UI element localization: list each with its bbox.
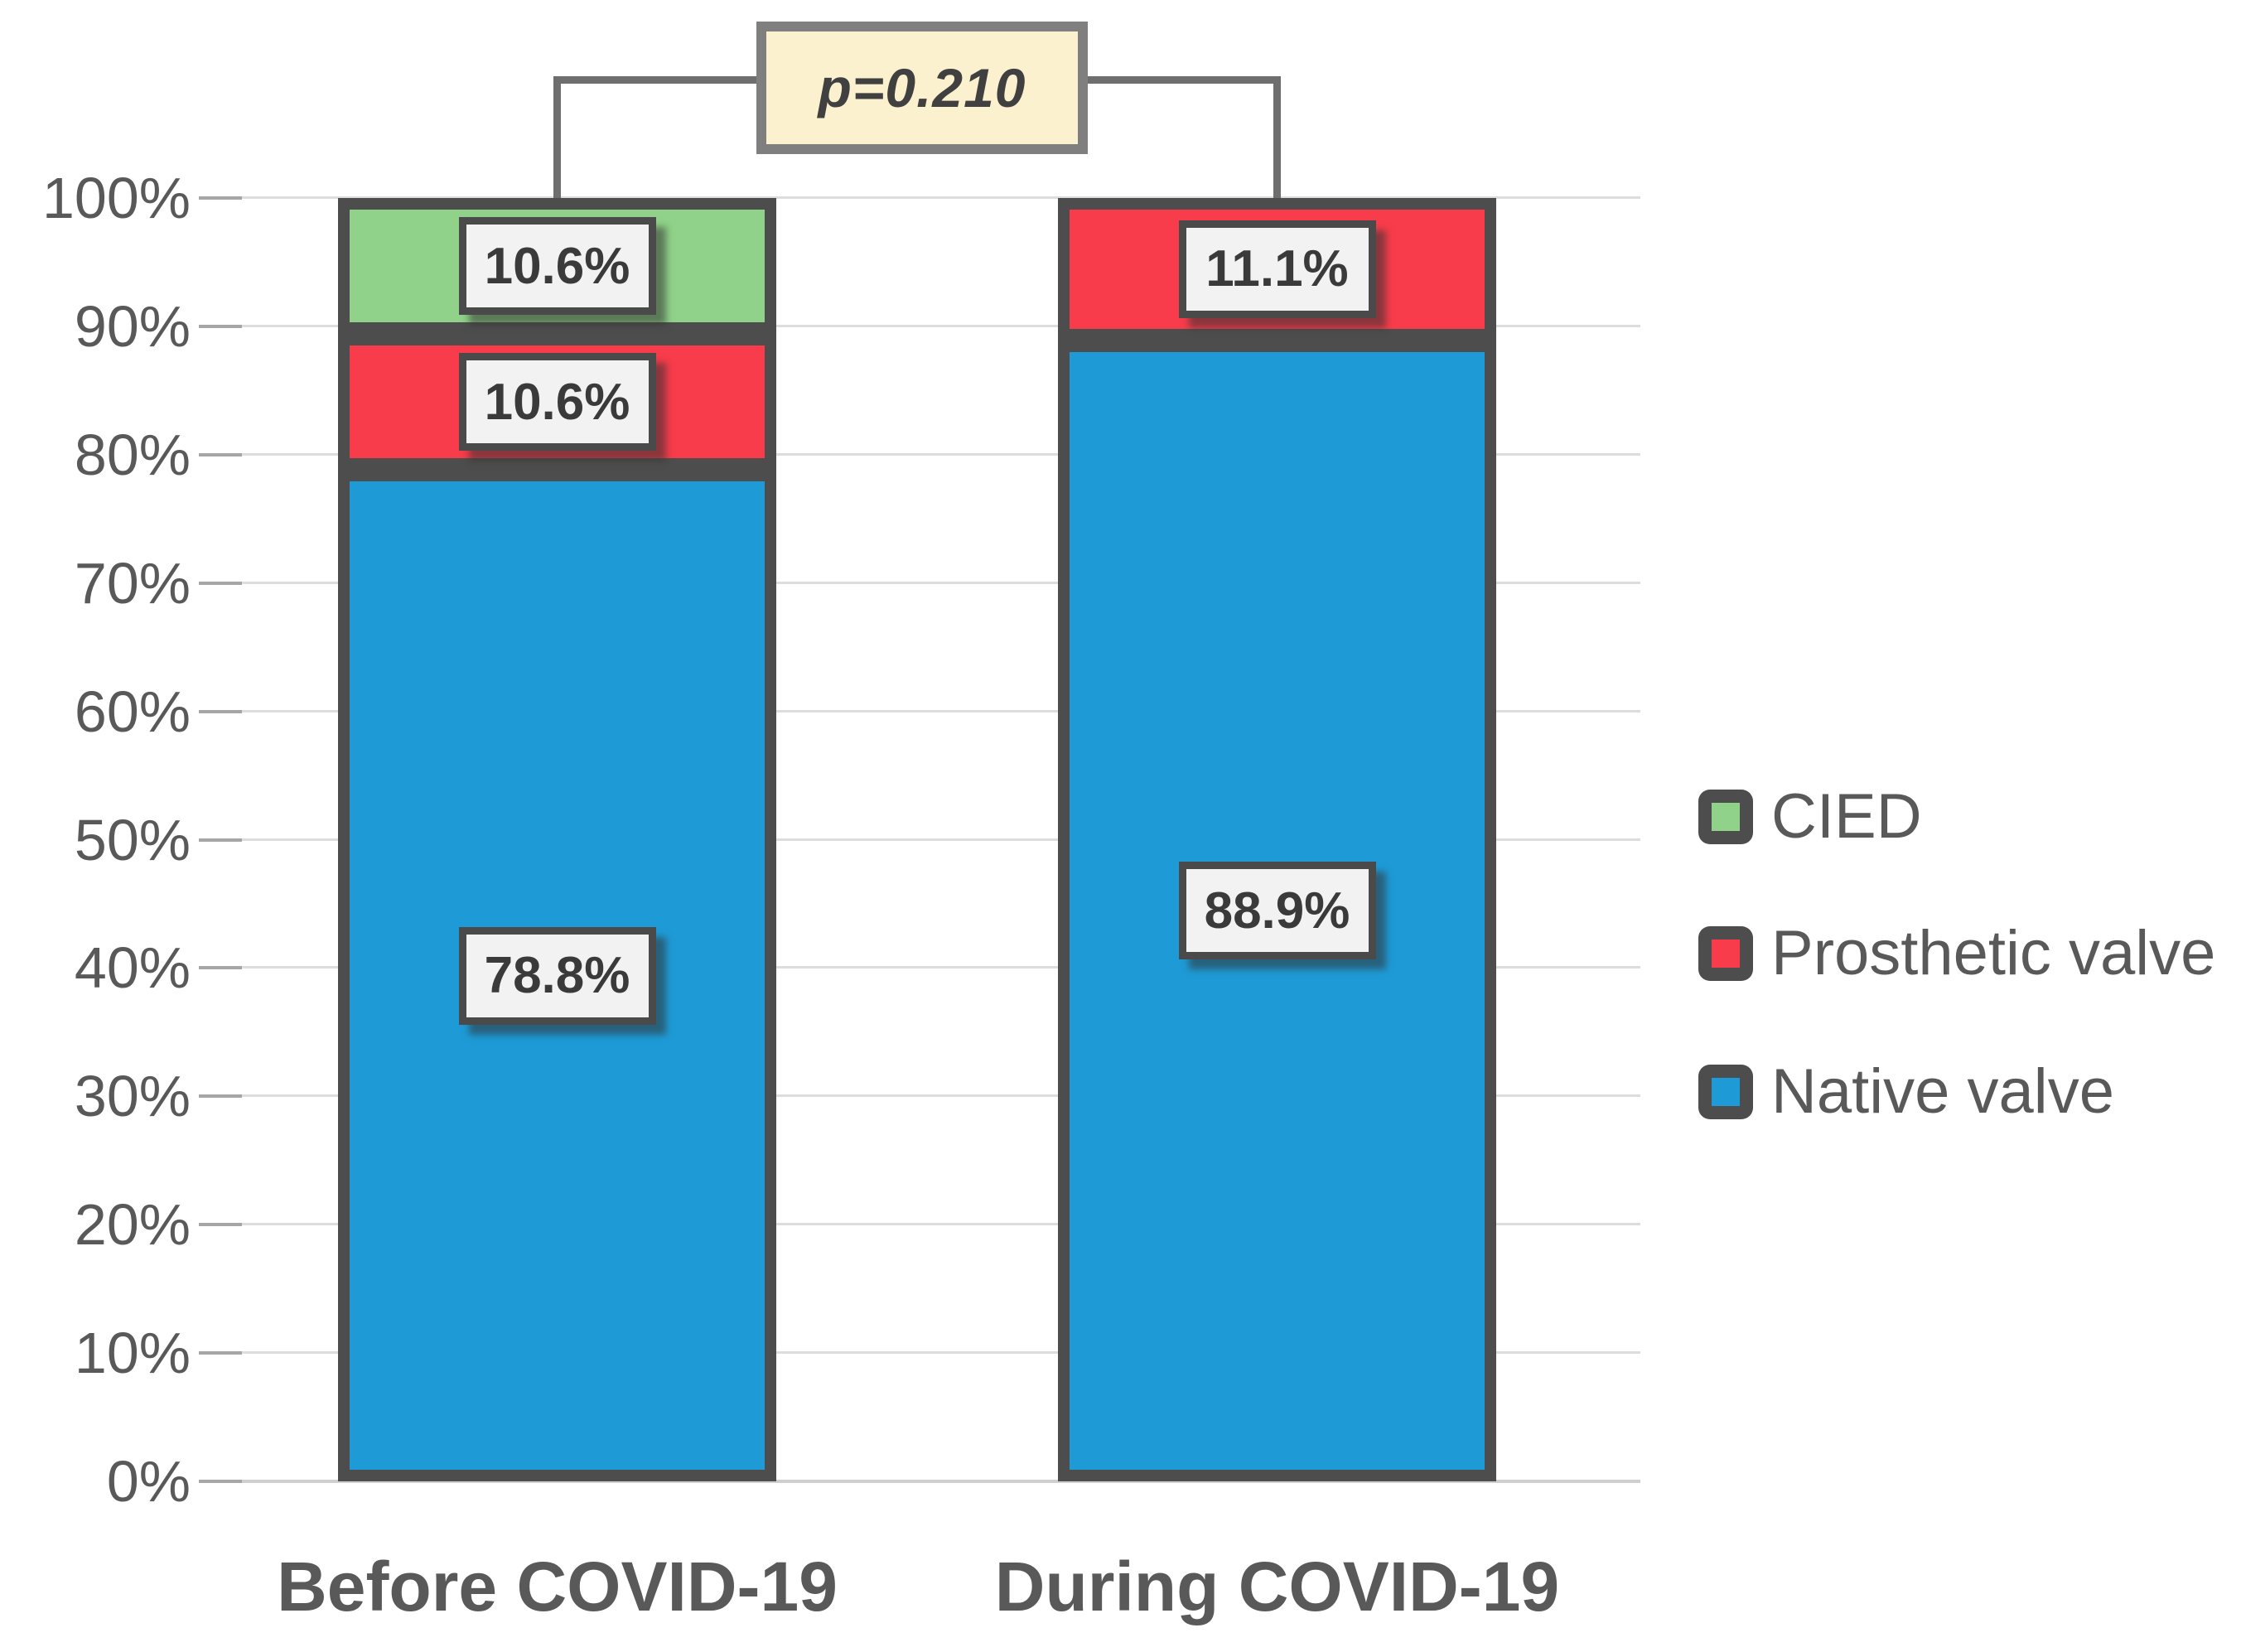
y-tick-label: 10% <box>74 1321 191 1385</box>
gridline <box>199 582 1640 584</box>
y-tick-label: 40% <box>74 935 191 1000</box>
y-tick-label: 50% <box>74 808 191 872</box>
gridline <box>199 1094 1640 1097</box>
x-axis-line <box>199 1480 1640 1483</box>
gridline <box>199 838 1640 841</box>
legend-item-prosthetic-valve: Prosthetic valve <box>1698 917 2215 989</box>
y-tick <box>199 325 242 328</box>
y-tick-label: 100% <box>41 166 191 230</box>
y-tick-label: 80% <box>74 423 191 487</box>
y-tick <box>199 838 242 842</box>
gridline <box>199 196 1640 199</box>
legend-item-cied: CIED <box>1698 780 1922 853</box>
p-value-label: p=0.210 <box>818 57 1026 118</box>
p-value-box: p=0.210 <box>756 22 1088 154</box>
legend-marker-icon <box>1698 925 1753 981</box>
bracket-line-vertical-right <box>1273 76 1281 205</box>
y-tick <box>199 710 242 713</box>
y-tick <box>199 1223 242 1226</box>
legend-swatch <box>1712 939 1740 968</box>
x-category-label: During COVID-19 <box>994 1548 1560 1625</box>
bracket-line-horizontal-right <box>1088 76 1281 84</box>
y-tick <box>199 453 242 456</box>
y-tick <box>199 1480 242 1483</box>
legend-marker-icon <box>1698 1064 1753 1119</box>
data-label-prosthetic-valve: 11.1% <box>1178 220 1376 318</box>
y-tick-label: 60% <box>74 679 191 744</box>
legend-swatch <box>1712 1077 1740 1106</box>
data-label-cied: 10.6% <box>458 217 656 316</box>
y-tick-label: 30% <box>74 1064 191 1128</box>
y-tick-label: 70% <box>74 551 191 616</box>
y-tick <box>199 196 242 200</box>
legend-item-native-valve: Native valve <box>1698 1055 2114 1128</box>
data-label-native-valve: 78.8% <box>458 926 656 1025</box>
gridline <box>199 453 1640 456</box>
gridline <box>199 966 1640 968</box>
legend-label: Native valve <box>1771 1056 2114 1127</box>
legend-label: Prosthetic valve <box>1771 918 2216 988</box>
y-tick-label: 0% <box>106 1449 191 1514</box>
y-tick-label: 20% <box>74 1192 191 1257</box>
x-category-label: Before COVID-19 <box>277 1548 838 1625</box>
y-tick <box>199 966 242 969</box>
gridline <box>199 710 1640 712</box>
data-label-native-valve: 88.9% <box>1178 862 1376 960</box>
gridline <box>199 325 1640 327</box>
legend-marker-icon <box>1698 789 1753 844</box>
y-tick-label: 90% <box>74 294 191 359</box>
legend-swatch <box>1712 802 1740 831</box>
gridline <box>199 1351 1640 1354</box>
y-tick <box>199 582 242 585</box>
data-label-prosthetic-valve: 10.6% <box>458 353 656 452</box>
bracket-line-vertical-left <box>553 76 561 205</box>
y-tick <box>199 1094 242 1098</box>
gridline <box>199 1223 1640 1225</box>
legend-label: CIED <box>1771 781 1922 852</box>
y-tick <box>199 1351 242 1355</box>
bracket-line-horizontal-left <box>553 76 756 84</box>
